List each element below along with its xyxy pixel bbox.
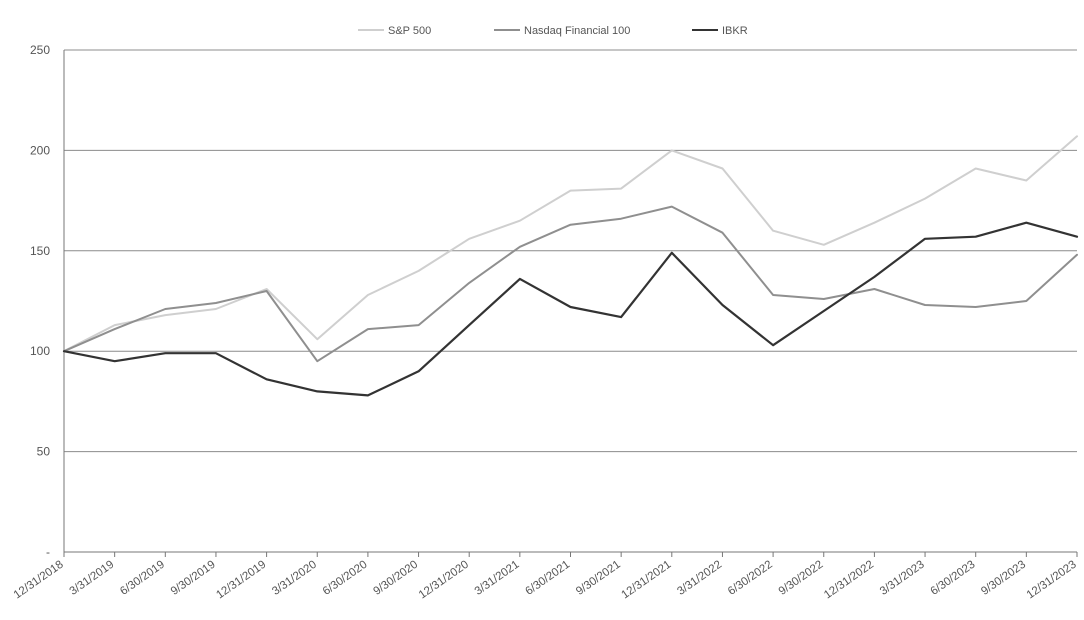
x-tick-label: 3/31/2022 (675, 559, 724, 598)
y-tick-label: 200 (30, 143, 50, 157)
y-tick-label: - (46, 545, 50, 559)
axes (63, 50, 1078, 557)
x-tick-label: 6/30/2020 (321, 559, 370, 598)
x-tick-label: 3/31/2019 (68, 559, 117, 598)
y-tick-label: 250 (30, 43, 50, 57)
series-line-2 (63, 205, 1078, 363)
series-line-1 (63, 135, 1078, 353)
series-lines (62, 135, 1079, 397)
x-tick-label: 12/31/2019 (214, 559, 268, 602)
x-tick-label: 6/30/2022 (726, 559, 775, 598)
legend-label-3: IBKR (722, 25, 748, 37)
x-tick-label: 3/31/2021 (473, 559, 522, 598)
x-tick-label: 12/31/2021 (619, 559, 673, 602)
x-tick-label: 9/30/2022 (777, 559, 826, 598)
x-tick-label: 12/31/2022 (822, 559, 876, 602)
x-tick-label: 12/31/2023 (1025, 559, 1079, 602)
x-tick-label: 9/30/2023 (979, 559, 1028, 598)
x-tick-label: 9/30/2020 (371, 559, 420, 598)
legend: S&P 500 Nasdaq Financial 100 IBKR (358, 25, 748, 37)
x-tick-label: 3/31/2020 (270, 559, 319, 598)
x-tick-label: 12/31/2018 (12, 559, 66, 602)
x-tick-label: 9/30/2019 (169, 559, 218, 598)
y-tick-label: 50 (37, 445, 51, 459)
gridlines (64, 49, 1077, 453)
y-tick-label: 150 (30, 244, 50, 258)
x-tick-label: 6/30/2019 (118, 559, 167, 598)
x-tick-label: 6/30/2021 (523, 559, 572, 598)
x-tick-label: 9/30/2021 (574, 559, 623, 598)
x-tick-label: 3/31/2023 (878, 559, 927, 598)
x-tick-label: 12/31/2020 (417, 559, 471, 602)
legend-label-2: Nasdaq Financial 100 (524, 25, 630, 37)
legend-label-1: S&P 500 (388, 25, 431, 37)
x-axis-tick-labels: 12/31/2018 3/31/2019 6/30/2019 9/30/201912/… (12, 559, 1079, 602)
y-tick-label: 100 (30, 344, 50, 358)
series-line-3 (62, 221, 1079, 397)
x-tick-label: 6/30/2023 (929, 559, 978, 598)
y-axis-tick-labels: - 50 100 150 200 250 (30, 43, 50, 559)
